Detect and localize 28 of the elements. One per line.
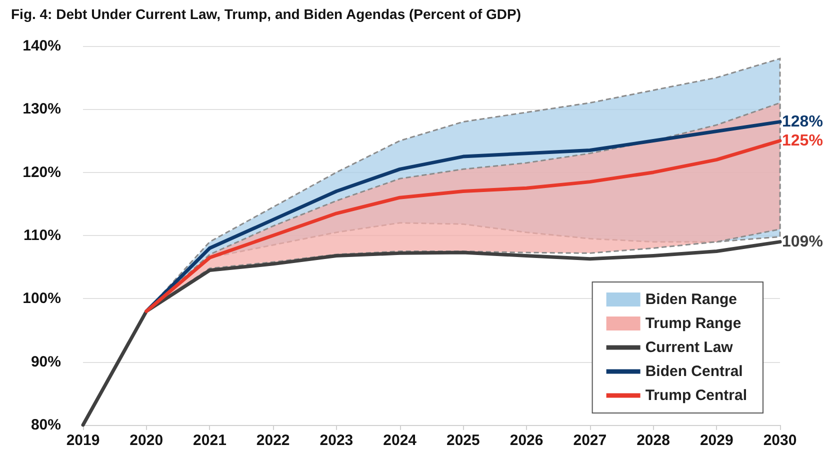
y-tick-label: 140%: [22, 38, 61, 54]
y-tick-label: 120%: [22, 164, 61, 181]
y-tick-label: 100%: [22, 290, 61, 308]
legend-label: Biden Central: [645, 363, 743, 380]
data-label: 128%: [782, 113, 823, 130]
data-label: 109%: [782, 233, 823, 250]
legend-label: Trump Range: [645, 315, 742, 332]
x-tick-label: 2030: [763, 432, 797, 449]
y-tick-label: 90%: [30, 353, 61, 370]
chart-title: Fig. 4: Debt Under Current Law, Trump, and Biden Agendas (Percent of GDP): [11, 6, 522, 22]
x-tick-label: 2019: [66, 432, 100, 449]
x-tick-label: 2026: [510, 432, 544, 449]
x-tick-label: 2022: [256, 432, 290, 449]
x-tick-label: 2024: [383, 432, 418, 449]
x-tick-label: 2027: [573, 432, 607, 449]
legend-label: Trump Central: [645, 387, 748, 404]
legend-label: Biden Range: [645, 291, 738, 308]
x-tick-label: 2029: [700, 432, 734, 449]
x-tick-label: 2025: [446, 432, 480, 449]
x-tick-label: 2023: [320, 432, 354, 449]
x-tick-label: 2021: [193, 432, 226, 449]
y-tick-label: 130%: [22, 100, 61, 118]
x-tick-label: 2020: [130, 432, 164, 449]
y-tick-label: 110%: [23, 227, 61, 244]
y-tick-label: 80%: [30, 416, 61, 434]
data-label: 125%: [782, 132, 823, 150]
x-tick-label: 2028: [636, 432, 670, 449]
legend-label: Current Law: [645, 339, 734, 356]
